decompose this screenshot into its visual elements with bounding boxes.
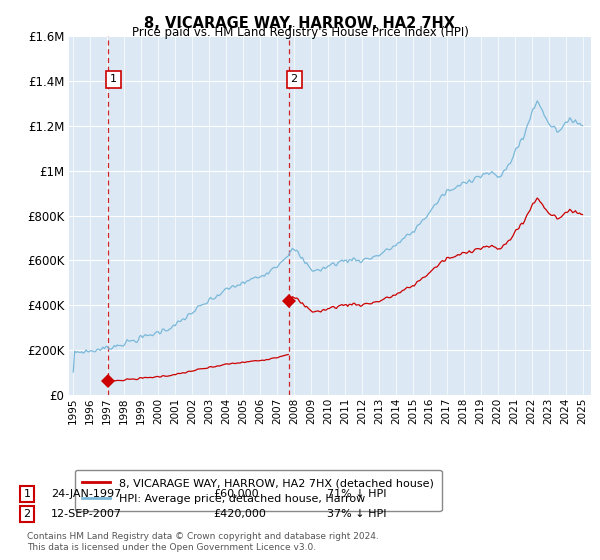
Legend: 8, VICARAGE WAY, HARROW, HA2 7HX (detached house), HPI: Average price, detached : 8, VICARAGE WAY, HARROW, HA2 7HX (detach…	[74, 470, 442, 511]
Text: 37% ↓ HPI: 37% ↓ HPI	[327, 509, 386, 519]
Text: 24-JAN-1997: 24-JAN-1997	[51, 489, 121, 499]
Text: 8, VICARAGE WAY, HARROW, HA2 7HX: 8, VICARAGE WAY, HARROW, HA2 7HX	[145, 16, 455, 31]
Text: £60,000: £60,000	[213, 489, 259, 499]
Text: 71% ↓ HPI: 71% ↓ HPI	[327, 489, 386, 499]
Text: 1: 1	[23, 489, 31, 499]
Text: 2: 2	[23, 509, 31, 519]
Text: 1: 1	[110, 74, 117, 85]
Text: Contains HM Land Registry data © Crown copyright and database right 2024.
This d: Contains HM Land Registry data © Crown c…	[27, 533, 379, 552]
Text: £420,000: £420,000	[213, 509, 266, 519]
Text: 12-SEP-2007: 12-SEP-2007	[51, 509, 122, 519]
Text: Price paid vs. HM Land Registry's House Price Index (HPI): Price paid vs. HM Land Registry's House …	[131, 26, 469, 39]
Text: 2: 2	[290, 74, 298, 85]
